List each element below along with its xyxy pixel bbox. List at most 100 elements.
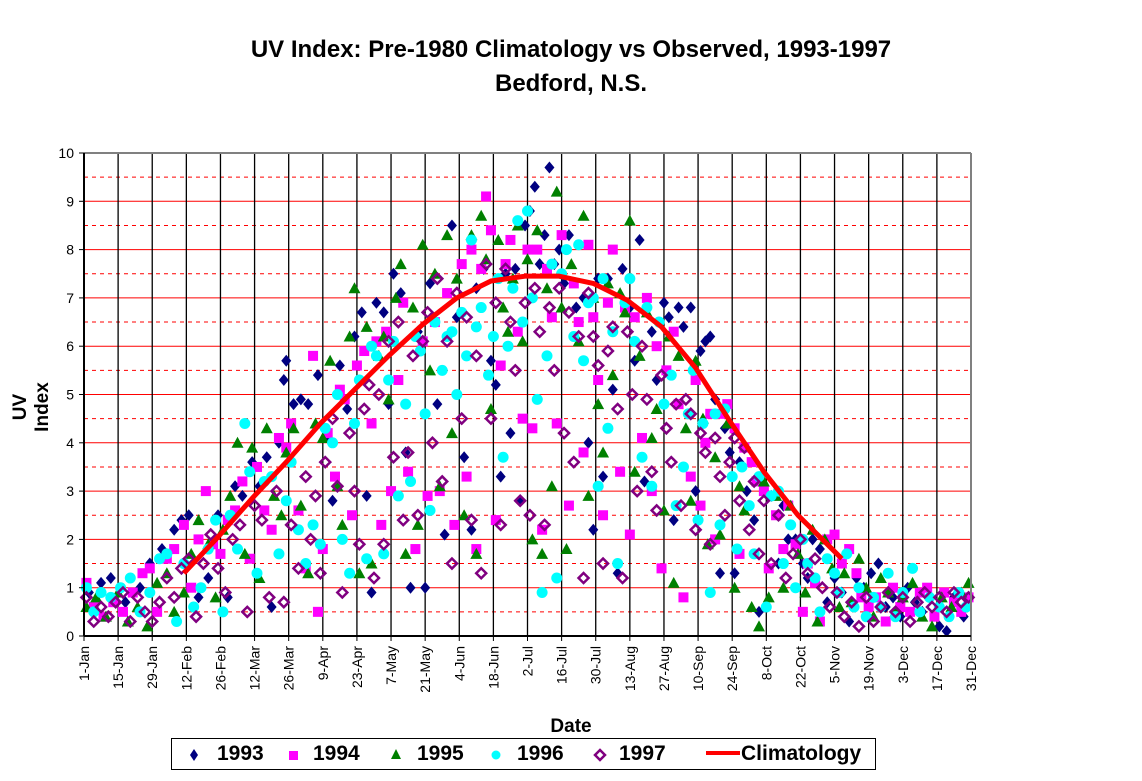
legend-label-1996: 1996: [517, 742, 564, 765]
data-point-1993: [715, 567, 726, 580]
data-point-1996: [578, 355, 590, 367]
data-point-1994: [381, 326, 392, 337]
data-point-1997: [932, 590, 947, 605]
data-point-1993: [361, 489, 372, 502]
data-point-1995: [540, 282, 553, 294]
data-point-1996: [161, 548, 173, 560]
data-point-1994: [169, 544, 180, 555]
data-point-1994: [117, 606, 128, 617]
data-point-1994: [329, 471, 340, 482]
x-tick-labels: 1-Jan 15-Jan 29-Jan 12-Feb 26-Feb 12-Mar 26-Ma…: [76, 636, 979, 693]
data-point-1995: [811, 615, 824, 627]
data-point-1994: [880, 616, 891, 627]
data-point-1993: [169, 523, 180, 536]
legend-label-climatology: Climatology: [741, 742, 862, 765]
data-point-1996: [646, 480, 658, 492]
data-point-1994: [695, 500, 706, 511]
data-point-1996: [736, 461, 748, 473]
data-point-1995: [428, 267, 441, 279]
data-point-1996: [814, 606, 826, 618]
data-point-1995: [151, 576, 164, 588]
data-point-1993: [490, 378, 501, 391]
data-point-1997: [822, 600, 837, 614]
data-point-1995: [728, 581, 741, 593]
data-point-1996: [868, 591, 880, 603]
data-point-1996: [612, 558, 624, 570]
data-point-1996: [624, 273, 636, 285]
data-point-1994: [607, 244, 618, 255]
data-point-1993: [405, 581, 416, 594]
data-point-1997: [362, 378, 376, 392]
data-point-1993: [183, 509, 194, 522]
data-point-1993: [807, 533, 818, 546]
data-point-1995: [962, 576, 975, 588]
data-point-1996: [517, 316, 529, 328]
data-point-1997: [620, 324, 635, 339]
data-point-1997: [406, 349, 420, 363]
data-point-1997: [722, 455, 737, 469]
legend-marker-1994: [289, 751, 298, 760]
data-point-1996: [307, 519, 319, 531]
data-point-1993: [327, 494, 338, 507]
data-point-1997: [764, 556, 778, 571]
data-point-1997: [537, 518, 552, 532]
data-point-1997: [779, 571, 793, 585]
data-point-1994: [905, 606, 916, 617]
data-point-1997: [532, 324, 547, 339]
data-point-1997: [596, 556, 610, 571]
data-point-1995: [287, 422, 300, 434]
data-point-1997: [367, 571, 381, 585]
data-point-1995: [777, 581, 790, 593]
data-point-1997: [411, 508, 425, 523]
data-point-1997: [284, 518, 298, 532]
data-point-1993: [598, 470, 609, 483]
data-point-1994: [476, 263, 487, 274]
data-point-1995: [192, 514, 205, 526]
data-point-1997: [330, 479, 345, 494]
legend-label-1997: 1997: [619, 742, 666, 765]
data-point-1997: [664, 455, 679, 469]
data-point-1994: [863, 602, 874, 613]
data-point-1994: [851, 568, 862, 579]
data-point-1997: [610, 402, 625, 416]
data-point-1997: [435, 474, 449, 489]
data-point-1996: [692, 514, 704, 526]
chart-title: UV Index: Pre-1980 Climatology vs Observ…: [250, 36, 892, 63]
data-point-1995: [833, 601, 846, 613]
data-point-1994: [422, 490, 433, 501]
data-point-1995: [336, 518, 349, 530]
data-point-1995: [752, 620, 765, 632]
data-point-1994: [578, 447, 589, 458]
data-point-1996: [726, 471, 738, 483]
data-point-1997: [645, 465, 659, 479]
data-point-1996: [195, 582, 207, 594]
data-point-1994: [266, 524, 277, 535]
data-point-1994: [948, 597, 959, 608]
y-tick-label: 8: [66, 242, 74, 258]
data-point-1997: [479, 257, 493, 271]
data-point-1995: [445, 427, 458, 439]
data-point-1994: [398, 297, 409, 308]
data-point-1995: [550, 185, 563, 197]
data-point-1994: [371, 336, 382, 347]
data-point-1996: [848, 601, 860, 613]
data-point-1995: [353, 567, 366, 579]
data-point-1994: [312, 606, 323, 617]
y-tick-label: 1: [66, 580, 74, 596]
data-point-1995: [260, 422, 273, 434]
data-point-1995: [526, 533, 539, 545]
data-point-1997: [401, 445, 415, 460]
data-point-1994: [551, 418, 562, 429]
data-point-1995: [597, 446, 610, 458]
x-axis-label: Date: [550, 716, 592, 737]
data-point-1994: [758, 486, 769, 497]
data-point-1994: [152, 606, 163, 617]
data-point-1994: [593, 375, 604, 386]
data-point-1993: [356, 306, 367, 319]
data-point-1996: [541, 350, 553, 362]
data-point-1996: [522, 205, 533, 217]
data-point-1996: [841, 548, 853, 560]
data-point-1997: [747, 474, 761, 489]
y-tick-label: 7: [66, 290, 74, 306]
data-point-1997: [308, 489, 323, 503]
